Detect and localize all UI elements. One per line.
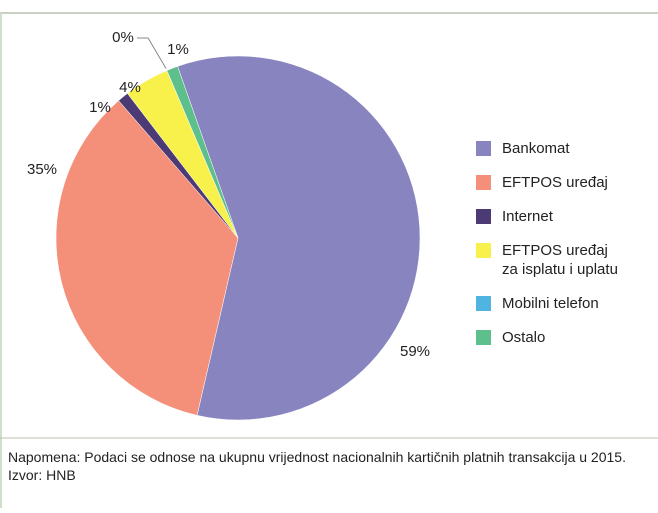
legend-label: EFTPOS uređaj — [502, 174, 608, 191]
legend-label: Ostalo — [502, 329, 545, 346]
data-label: 35% — [27, 161, 57, 178]
legend-swatch — [476, 141, 491, 156]
leader-line — [137, 37, 167, 69]
legend-label: Bankomat — [502, 140, 570, 157]
legend-swatch — [476, 243, 491, 258]
legend-swatch — [476, 330, 491, 345]
note: Napomena: Podaci se odnose na ukupnu vri… — [8, 449, 626, 465]
legend-line: za isplatu i uplatu — [502, 261, 618, 278]
data-label: 1% — [167, 41, 189, 58]
legend-line: EFTPOS uređaj — [502, 242, 612, 259]
data-label: 0% — [112, 29, 134, 46]
legend-label: EFTPOS uređaj za isplatu i uplatu — [502, 242, 618, 278]
legend-label: Mobilni telefon — [502, 295, 599, 312]
legend: Bankomat EFTPOS uređaj Internet EFTPOS uređ… — [476, 140, 618, 346]
data-label: 4% — [119, 79, 141, 96]
pie: 59% 35% 1% 4% 0% 1% — [27, 29, 430, 421]
pie-slice — [177, 55, 421, 421]
pie-slice — [55, 100, 239, 416]
notes: Napomena: Podaci se odnose na ukupnu vri… — [8, 448, 628, 484]
source: Izvor: HNB — [8, 467, 76, 483]
legend-label: Internet — [502, 208, 554, 225]
data-label: 59% — [400, 343, 430, 360]
pie-slice — [166, 66, 239, 239]
legend-swatch — [476, 209, 491, 224]
legend-swatch — [476, 296, 491, 311]
legend-swatch — [476, 175, 491, 190]
data-label: 1% — [89, 99, 111, 116]
